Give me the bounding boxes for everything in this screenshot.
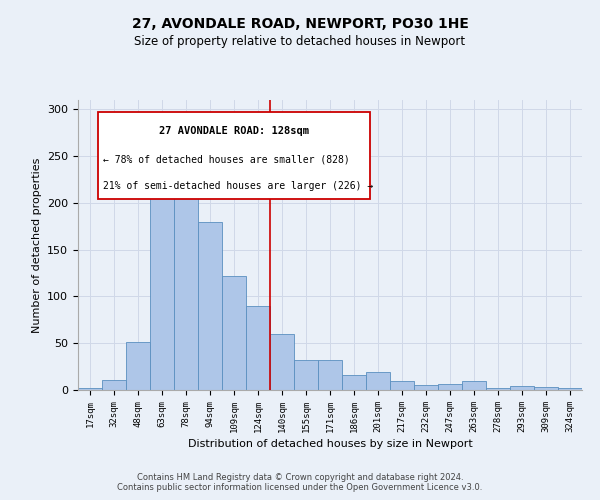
Text: Size of property relative to detached houses in Newport: Size of property relative to detached ho… <box>134 35 466 48</box>
Bar <box>150 198 174 390</box>
Bar <box>102 380 126 390</box>
Bar <box>198 222 222 390</box>
Bar <box>174 166 198 390</box>
X-axis label: Distribution of detached houses by size in Newport: Distribution of detached houses by size … <box>188 439 472 449</box>
Text: ← 78% of detached houses are smaller (828): ← 78% of detached houses are smaller (82… <box>103 154 350 164</box>
Y-axis label: Number of detached properties: Number of detached properties <box>32 158 41 332</box>
Text: Contains HM Land Registry data © Crown copyright and database right 2024.
Contai: Contains HM Land Registry data © Crown c… <box>118 473 482 492</box>
Bar <box>414 386 438 390</box>
Bar <box>390 380 414 390</box>
Bar <box>294 360 318 390</box>
Bar <box>318 360 342 390</box>
Bar <box>534 387 558 390</box>
Bar <box>366 372 390 390</box>
Bar <box>486 388 510 390</box>
Bar <box>510 386 534 390</box>
Bar <box>126 342 150 390</box>
Bar <box>78 388 102 390</box>
Bar <box>246 306 270 390</box>
Text: 21% of semi-detached houses are larger (226) →: 21% of semi-detached houses are larger (… <box>103 180 373 190</box>
Bar <box>462 380 486 390</box>
Bar <box>222 276 246 390</box>
Text: 27 AVONDALE ROAD: 128sqm: 27 AVONDALE ROAD: 128sqm <box>159 126 309 136</box>
Text: 27, AVONDALE ROAD, NEWPORT, PO30 1HE: 27, AVONDALE ROAD, NEWPORT, PO30 1HE <box>131 18 469 32</box>
Bar <box>342 375 366 390</box>
Bar <box>270 334 294 390</box>
Bar <box>558 388 582 390</box>
FancyBboxPatch shape <box>98 112 370 198</box>
Bar <box>438 384 462 390</box>
